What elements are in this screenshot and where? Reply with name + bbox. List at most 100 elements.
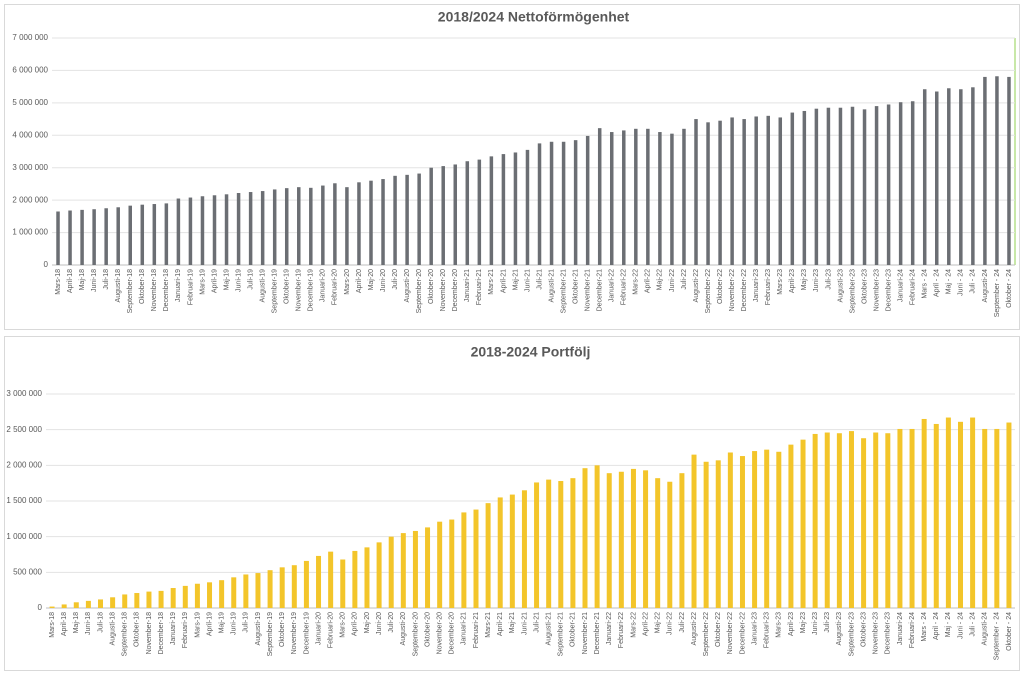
bar xyxy=(739,456,745,608)
x-tick-label: September - 24 xyxy=(994,269,1001,317)
x-tick-label: Juli - 24 xyxy=(969,612,976,637)
x-tick-label: Oktober-21 xyxy=(570,612,577,647)
x-tick-label: September-20 xyxy=(416,269,423,313)
bar xyxy=(194,583,200,608)
bar xyxy=(778,117,783,265)
bar xyxy=(110,597,116,608)
x-tick-label: Februari-19 xyxy=(187,269,194,305)
bar xyxy=(465,161,470,265)
x-tick-label: Juli-18 xyxy=(103,269,110,290)
x-tick-label: Januari-24 xyxy=(897,612,904,645)
bar xyxy=(98,599,104,608)
y-tick-label: 0 xyxy=(38,603,43,612)
x-tick-label: November-19 xyxy=(296,269,303,312)
bar xyxy=(606,473,612,608)
bar xyxy=(910,101,915,265)
bar xyxy=(158,590,164,608)
y-tick-label: 2 000 000 xyxy=(6,460,42,469)
x-tick-label: December-22 xyxy=(739,612,746,655)
bar xyxy=(345,187,349,265)
x-tick-label: Oktober-22 xyxy=(715,612,722,647)
chart-title: 2018/2024 Nettoförmögenhet xyxy=(438,9,630,25)
bar xyxy=(80,209,84,265)
y-tick-label: 6 000 000 xyxy=(12,66,48,75)
y-tick-label: 500 000 xyxy=(13,567,42,576)
bar xyxy=(477,159,482,265)
bar xyxy=(219,580,225,608)
bar xyxy=(364,547,370,608)
bar xyxy=(691,454,697,608)
bar xyxy=(388,536,394,608)
x-tick-label: December-18 xyxy=(158,612,165,655)
bar xyxy=(754,116,758,265)
x-tick-label: Augusti-21 xyxy=(548,269,555,303)
y-tick-label: 3 000 000 xyxy=(12,163,48,172)
x-tick-label: Oktober-23 xyxy=(860,612,867,647)
x-tick-label: Oktober-20 xyxy=(424,612,431,647)
x-tick-label: Januari-22 xyxy=(609,269,616,302)
x-tick-label: Mars - 24 xyxy=(922,269,929,299)
bar xyxy=(525,149,530,265)
x-tick-label: April-21 xyxy=(500,269,507,293)
bar xyxy=(357,182,361,265)
bar xyxy=(945,417,951,608)
x-tick-label: Juni-19 xyxy=(231,612,238,635)
bar xyxy=(236,193,241,265)
bar xyxy=(116,207,120,265)
x-tick-label: September-21 xyxy=(560,269,567,313)
bar xyxy=(260,191,265,265)
y-tick-label: 5 000 000 xyxy=(12,98,48,107)
bar xyxy=(715,460,721,608)
x-tick-label: Mars-20 xyxy=(344,269,351,295)
bar xyxy=(824,432,830,608)
x-tick-label: Maj-19 xyxy=(218,612,225,634)
x-tick-label: September - 24 xyxy=(994,612,1001,660)
x-tick-label: November-22 xyxy=(729,269,736,312)
bar xyxy=(959,89,963,265)
bar xyxy=(679,473,685,608)
x-tick-label: Februari-22 xyxy=(621,269,628,305)
x-tick-label: April-18 xyxy=(67,269,74,293)
x-tick-label: April-20 xyxy=(352,612,359,636)
bar xyxy=(706,122,710,265)
bar xyxy=(291,565,297,608)
bar xyxy=(764,449,770,608)
chart-title: 2018-2024 Portfölj xyxy=(471,344,591,360)
bar xyxy=(425,527,431,608)
bar xyxy=(935,91,939,265)
x-tick-label: Januari-21 xyxy=(461,612,468,645)
x-tick-label: November-18 xyxy=(151,269,158,312)
x-tick-label: Maj-21 xyxy=(509,612,516,634)
x-tick-label: April-19 xyxy=(206,612,213,636)
x-tick-label: Maj - 24 xyxy=(945,612,952,637)
y-tick-label: 1 000 000 xyxy=(12,228,48,237)
x-tick-label: Maj-20 xyxy=(364,612,371,634)
x-tick-label: December-20 xyxy=(452,269,459,312)
bar xyxy=(489,156,494,265)
bar xyxy=(316,555,322,608)
bar xyxy=(921,418,927,608)
bar xyxy=(597,128,602,265)
x-tick-label: Mars-19 xyxy=(194,612,201,638)
x-tick-label: Maj-22 xyxy=(657,269,664,291)
bar xyxy=(561,141,566,265)
x-tick-label: November-21 xyxy=(585,269,592,312)
x-tick-label: April-19 xyxy=(211,269,218,293)
bar xyxy=(694,119,698,265)
x-tick-label: Oktober-20 xyxy=(428,269,435,304)
x-tick-label: Juni - 24 xyxy=(958,269,965,296)
x-tick-label: November-21 xyxy=(582,612,589,655)
bar xyxy=(971,87,975,265)
bar xyxy=(861,438,867,608)
x-tick-label: Juni-22 xyxy=(669,269,676,292)
bar xyxy=(521,490,527,608)
bar xyxy=(188,197,193,265)
x-tick-label: September-18 xyxy=(122,612,129,656)
x-tick-label: Maj-22 xyxy=(655,612,662,634)
bar xyxy=(776,451,782,608)
bar xyxy=(417,173,421,265)
x-tick-label: Oktober-19 xyxy=(284,269,291,304)
bar xyxy=(585,135,590,265)
bar xyxy=(122,594,128,608)
bar xyxy=(473,509,479,608)
